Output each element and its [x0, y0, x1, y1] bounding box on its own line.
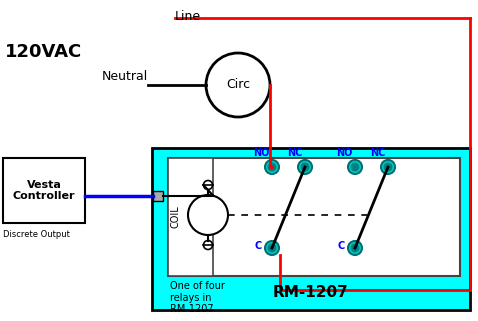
Text: Circ: Circ: [226, 79, 250, 91]
Text: RM-1207: RM-1207: [273, 285, 349, 300]
Circle shape: [350, 244, 359, 253]
Circle shape: [268, 162, 276, 171]
Circle shape: [381, 160, 395, 174]
Circle shape: [206, 53, 270, 117]
Text: C: C: [338, 241, 345, 251]
Circle shape: [301, 162, 309, 171]
Text: Neutral: Neutral: [102, 70, 148, 83]
Text: 120VAC: 120VAC: [5, 43, 82, 61]
Circle shape: [383, 162, 392, 171]
Circle shape: [348, 241, 362, 255]
Text: Vesta
Controller: Vesta Controller: [13, 180, 75, 201]
Circle shape: [298, 160, 312, 174]
Text: C: C: [255, 241, 262, 251]
Bar: [3, 158, 85, 223]
Text: One of four
relays in
RM-1207: One of four relays in RM-1207: [170, 281, 225, 314]
Bar: [168, 158, 460, 276]
Circle shape: [265, 241, 279, 255]
Text: Discrete Output: Discrete Output: [3, 230, 70, 239]
Circle shape: [188, 195, 228, 235]
Bar: [168, 158, 213, 276]
Bar: [152, 148, 470, 310]
Text: NO: NO: [254, 148, 270, 158]
Text: NC: NC: [288, 148, 303, 158]
Text: NO: NO: [337, 148, 353, 158]
Circle shape: [265, 160, 279, 174]
Circle shape: [204, 180, 213, 189]
Text: NC: NC: [370, 148, 386, 158]
Circle shape: [350, 162, 359, 171]
Text: COIL: COIL: [171, 206, 181, 228]
Circle shape: [204, 240, 213, 249]
Circle shape: [348, 160, 362, 174]
Text: Line: Line: [175, 10, 201, 23]
Bar: [153, 190, 163, 201]
Circle shape: [268, 244, 276, 253]
